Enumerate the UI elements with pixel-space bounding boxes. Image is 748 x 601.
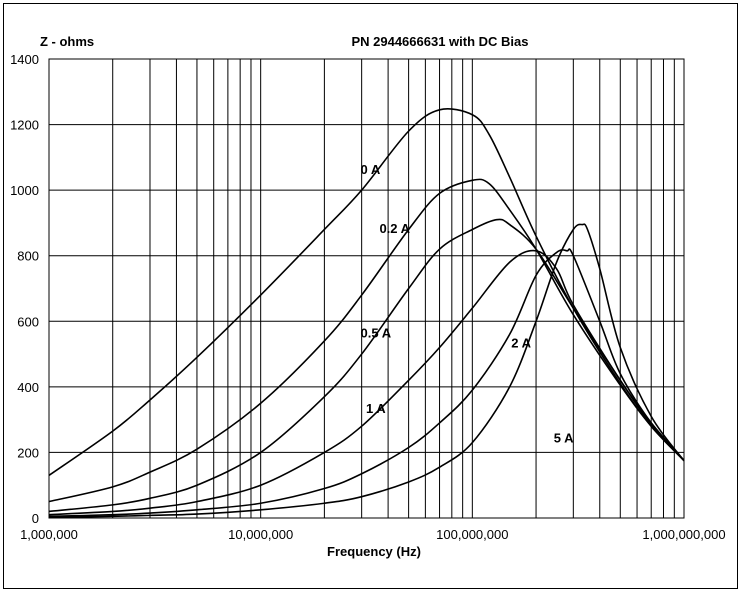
series-annotation-label: 0.2 A (379, 221, 410, 236)
y-tick-label: 0 (32, 511, 39, 526)
y-tick-label: 1000 (10, 183, 39, 198)
series-line-0-2-a (48, 178, 685, 503)
x-tick-label: 100,000,000 (436, 527, 508, 542)
series-line-2-a (48, 248, 685, 518)
series-line-0-5-a (48, 218, 685, 513)
y-axis-label: Z - ohms (40, 34, 94, 49)
plot-border (48, 58, 685, 519)
series-line-1-a (48, 249, 685, 516)
chart-frame (3, 3, 738, 589)
y-tick-label: 800 (17, 249, 39, 264)
y-tick-label: 200 (17, 445, 39, 460)
y-tick-label: 1400 (10, 52, 39, 67)
series-annotation-label: 5 A (554, 431, 574, 446)
series-group (48, 108, 685, 519)
y-tick-label: 1200 (10, 118, 39, 133)
series-labels: 0 A 0.2 A 0.5 A 1 A 2 A 5 A (361, 162, 575, 446)
y-tick-label: 400 (17, 380, 39, 395)
x-axis-label: Frequency (Hz) (327, 544, 421, 559)
series-line-5-a (48, 223, 685, 519)
series-line-0-a (48, 108, 685, 477)
series-annotation-label: 0.5 A (361, 326, 392, 341)
x-tick-label: 10,000,000 (228, 527, 293, 542)
tick-labels: 0 200 400 600 800 1000 1200 1400 1,000,000 10,000… (10, 52, 725, 542)
series-annotation-label: 2 A (511, 336, 531, 351)
y-tick-label: 600 (17, 314, 39, 329)
grid (48, 58, 685, 519)
series-annotation-label: 0 A (361, 162, 381, 177)
chart-title: PN 2944666631 with DC Bias (351, 34, 528, 49)
x-tick-label: 1,000,000 (20, 527, 78, 542)
x-tick-label: 1,000,000,000 (642, 527, 725, 542)
series-annotation-label: 1 A (366, 401, 386, 416)
